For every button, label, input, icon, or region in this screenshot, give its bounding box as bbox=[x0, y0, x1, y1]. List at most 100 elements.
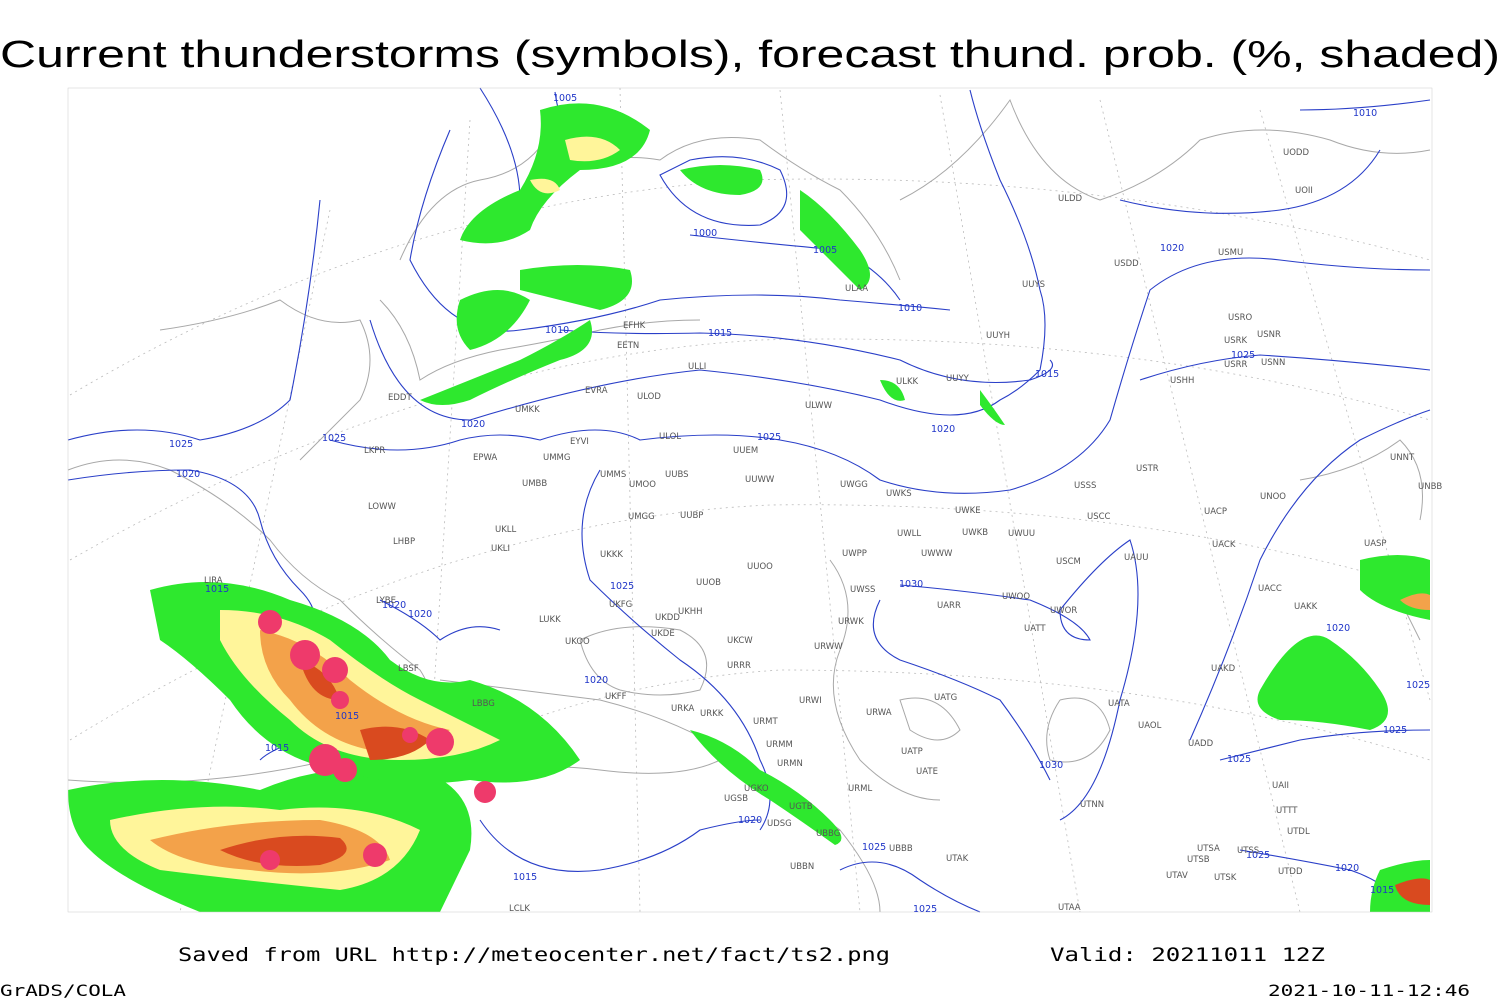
station-label: USSS bbox=[1074, 481, 1096, 491]
station-label: UKHH bbox=[678, 607, 703, 617]
station-label: UBBN bbox=[790, 862, 814, 872]
station-label: UUEM bbox=[733, 446, 758, 456]
station-label: URMT bbox=[753, 717, 778, 727]
station-label: EPWA bbox=[473, 453, 497, 463]
station-label: ULLI bbox=[688, 362, 706, 372]
station-label: UAII bbox=[1272, 781, 1289, 791]
isobar-label: 1020 bbox=[461, 419, 485, 430]
station-label: UADD bbox=[1188, 739, 1214, 749]
station-label: USCM bbox=[1056, 557, 1081, 567]
station-label: UKFG bbox=[609, 600, 632, 610]
station-label: UOII bbox=[1295, 186, 1313, 196]
isobar-label: 1025 bbox=[169, 439, 193, 450]
station-label: UGKO bbox=[744, 784, 769, 794]
station-label: UMBB bbox=[522, 479, 547, 489]
isobar-label: 1015 bbox=[205, 584, 229, 595]
station-label: LUKK bbox=[539, 615, 561, 625]
title: Current thunderstorms (symbols), forecas… bbox=[0, 34, 1500, 76]
isobar-label: 1025 bbox=[1246, 850, 1270, 861]
isobar-label: 1005 bbox=[553, 93, 577, 104]
station-label: UODD bbox=[1283, 148, 1309, 158]
station-label: LYBE bbox=[376, 596, 396, 606]
station-label: UATE bbox=[916, 767, 938, 777]
station-label: UTDL bbox=[1287, 827, 1310, 837]
station-label: UTNN bbox=[1080, 800, 1104, 810]
station-label: UAOL bbox=[1138, 721, 1162, 731]
station-label: UWPP bbox=[842, 549, 867, 559]
station-label: UKOO bbox=[565, 637, 590, 647]
station-label: UATP bbox=[901, 747, 923, 757]
station-label: UUOO bbox=[747, 562, 773, 572]
station-label: UKLL bbox=[495, 525, 517, 535]
station-label: UATG bbox=[934, 693, 957, 703]
isobar-label: 1020 bbox=[584, 675, 608, 686]
station-label: UUOB bbox=[696, 578, 721, 588]
station-label: UACC bbox=[1258, 584, 1282, 594]
station-label: UTAV bbox=[1166, 871, 1188, 881]
station-label: UWGG bbox=[840, 480, 868, 490]
valid-time: Valid: 20211011 12Z bbox=[1050, 944, 1325, 966]
station-label: ULOL bbox=[659, 432, 681, 442]
station-label: LBBG bbox=[472, 699, 495, 709]
station-label: UWKE bbox=[955, 506, 981, 516]
isobar-label: 1015 bbox=[335, 711, 359, 722]
station-label: UWOR bbox=[1050, 606, 1077, 616]
timestamp: 2021-10-11-12:46 bbox=[1268, 981, 1470, 1000]
station-label: LCLK bbox=[509, 904, 530, 914]
station-label: LKPR bbox=[364, 446, 385, 456]
station-label: UTAA bbox=[1058, 903, 1081, 913]
software: GrADS/COLA bbox=[0, 981, 126, 1000]
station-label: UATA bbox=[1108, 699, 1130, 709]
isobar-label: 1005 bbox=[813, 245, 837, 256]
station-label: LHBP bbox=[393, 537, 415, 547]
station-label: UARR bbox=[937, 601, 961, 611]
thunderstorm-symbols bbox=[258, 610, 496, 870]
saved-url: Saved from URL http://meteocenter.net/fa… bbox=[178, 944, 890, 966]
isobar-label: 1025 bbox=[913, 904, 937, 915]
station-label: UUBS bbox=[665, 470, 689, 480]
station-label: EETN bbox=[617, 341, 639, 351]
station-label: UUYS bbox=[1022, 280, 1045, 290]
station-label: UNNT bbox=[1390, 453, 1415, 463]
station-label: UDSG bbox=[767, 819, 792, 829]
station-label: LBSF bbox=[398, 664, 419, 674]
isobar-label: 1020 bbox=[1326, 623, 1350, 634]
isobar-label: 1025 bbox=[1231, 350, 1255, 361]
isobar-label: 1020 bbox=[408, 609, 432, 620]
station-label: UMMG bbox=[543, 453, 570, 463]
station-label: UKFF bbox=[605, 692, 627, 702]
isobar-label: 1020 bbox=[1160, 243, 1184, 254]
station-label: ULWW bbox=[805, 401, 833, 411]
station-label: UMKK bbox=[515, 405, 540, 415]
station-label: UWUU bbox=[1008, 529, 1035, 539]
isobar-label: 1015 bbox=[1370, 885, 1394, 896]
station-label: UBBG bbox=[816, 829, 840, 839]
station-label: UWWW bbox=[921, 549, 953, 559]
isobar-label: 1015 bbox=[1035, 369, 1059, 380]
station-label: UBBB bbox=[889, 844, 913, 854]
station-label: ULKK bbox=[896, 377, 919, 387]
isobar-label: 1025 bbox=[1406, 680, 1430, 691]
station-label: UWSS bbox=[850, 585, 875, 595]
station-label: URWW bbox=[814, 642, 843, 652]
station-label: UUYH bbox=[986, 331, 1010, 341]
station-label: USNN bbox=[1261, 358, 1285, 368]
station-label: UATT bbox=[1024, 624, 1046, 634]
station-label: UKCW bbox=[727, 636, 753, 646]
station-label: URMM bbox=[766, 740, 793, 750]
isobar-label: 1020 bbox=[931, 424, 955, 435]
station-label: URKA bbox=[671, 704, 695, 714]
station-label: URWI bbox=[799, 696, 822, 706]
station-label: UKDD bbox=[655, 613, 680, 623]
station-label: UGSB bbox=[724, 794, 748, 804]
isobar-label: 1010 bbox=[1353, 108, 1377, 119]
isobar-label: 1020 bbox=[382, 600, 406, 611]
station-label: URRR bbox=[727, 661, 751, 671]
station-label: EYVI bbox=[570, 437, 589, 447]
station-label: ULOD bbox=[637, 392, 661, 402]
isobar-label: 1015 bbox=[513, 872, 537, 883]
station-label: UACP bbox=[1204, 507, 1227, 517]
station-label: UMGG bbox=[628, 512, 655, 522]
station-label: EFHK bbox=[623, 321, 646, 331]
